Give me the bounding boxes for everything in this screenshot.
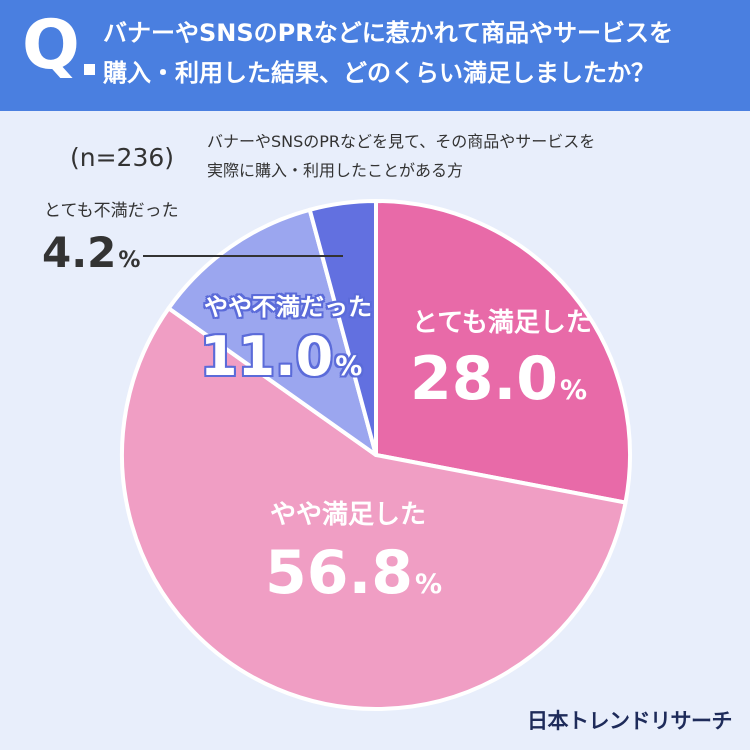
slice-label-somewhat-dissatisfied: やや不満だった [204,293,372,321]
slice-value-very-satisfied: 28.0% [410,344,588,414]
slice-label-very-dissatisfied: とても不満だった [44,201,179,221]
slice-very-satisfied [374,199,632,505]
slice-label-very-satisfied: とても満足した [412,308,592,338]
slice-value-somewhat-satisfied: 56.8% [265,538,443,608]
sample-size: (n=236) [70,143,175,172]
question-header: Q バナーやSNSのPRなどに惹かれて商品やサービスを 購入・利用した結果、どの… [0,0,750,111]
slice-value-very-dissatisfied: 4.2% [42,228,141,277]
question-line-1: バナーやSNSのPRなどに惹かれて商品やサービスを [103,19,674,47]
q-dot [84,64,95,75]
slice-somewhat-satisfied [120,306,628,711]
slice-value-somewhat-dissatisfied: 11.0% [200,325,363,388]
leader-line [143,255,343,257]
slice-somewhat-dissatisfied [166,207,378,457]
sample-description-line-1: バナーやSNSのPRなどを見て、その商品やサービスを [207,132,596,151]
brand-logo: 日本トレンドリサーチ [527,709,733,733]
q-letter: Q [22,6,80,85]
sample-description-line-2: 実際に購入・利用したことがある方 [207,161,464,180]
slice-very-dissatisfied [307,199,378,457]
question-line-2: 購入・利用した結果、どのくらい満足しましたか？ [103,59,655,87]
slice-label-somewhat-satisfied: やや満足した [270,500,427,530]
